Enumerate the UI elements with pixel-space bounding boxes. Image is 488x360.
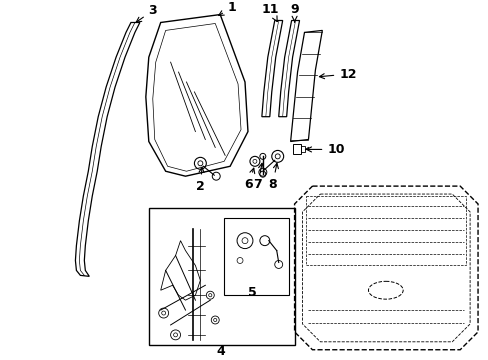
Text: 4: 4 [216, 345, 225, 358]
Bar [224, 218, 288, 295]
Text: 11: 11 [262, 3, 279, 22]
Text: 1: 1 [218, 1, 236, 15]
Bar [300, 147, 305, 152]
Bar [292, 144, 300, 154]
Text: 10: 10 [306, 143, 344, 156]
Text: 9: 9 [290, 3, 298, 22]
Text: 6: 6 [244, 168, 254, 191]
Text: 3: 3 [136, 4, 157, 22]
Text: 12: 12 [319, 68, 356, 81]
Text: 2: 2 [196, 167, 204, 193]
Text: 5: 5 [247, 286, 256, 299]
Text: 7: 7 [253, 163, 263, 191]
Text: 8: 8 [268, 163, 278, 191]
Bar [148, 208, 294, 345]
